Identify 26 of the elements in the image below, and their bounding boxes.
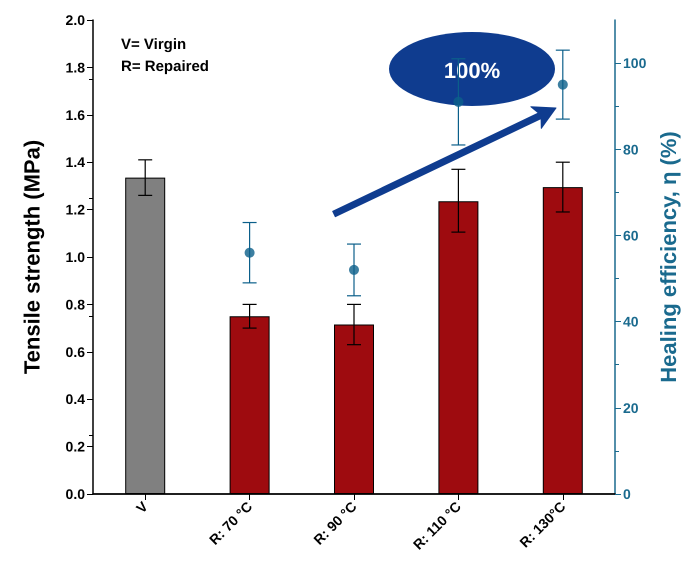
x-tick-label: R: 90 °C: [310, 498, 360, 548]
y-tick-label: 1.8: [66, 59, 86, 76]
y-axis-title: Tensile strength (MPa): [20, 140, 44, 374]
y2-tick-label: 100: [623, 55, 647, 72]
y-tick-label: 0.2: [66, 438, 86, 455]
y2-tick-label: 20: [623, 400, 639, 416]
y-tick-label: 1.4: [66, 154, 86, 170]
y-tick-label: 1.2: [66, 202, 86, 218]
y-tick-label: 1.6: [66, 106, 86, 123]
y-tick-label: 0.4: [66, 391, 86, 408]
y-tick-label: 0.0: [66, 486, 86, 502]
y2-axis-title: Healing efficiency, η (%): [656, 131, 681, 383]
x-tick-label: V: [132, 498, 152, 516]
y-tick-label: 0.6: [66, 344, 86, 360]
annotation: V= Virgin: [121, 36, 186, 53]
y2-tick-label: 80: [623, 141, 639, 158]
annotation: R= Repaired: [121, 58, 209, 75]
y-tick-label: 1.0: [66, 249, 86, 265]
y2-tick-label: 0: [623, 486, 631, 502]
y-tick-label: 2.0: [66, 12, 86, 28]
y-tick-label: 0.8: [66, 296, 86, 312]
x-tick-label: R: 70 °C: [206, 498, 256, 548]
y2-tick-label: 60: [623, 227, 639, 244]
x-tick-label: R: 110 °C: [410, 498, 464, 553]
annotation: 100%: [444, 58, 500, 83]
y2-tick-label: 40: [623, 314, 639, 330]
